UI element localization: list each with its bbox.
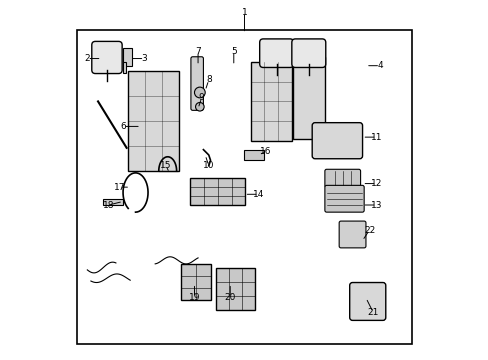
Text: 7: 7 <box>195 47 201 56</box>
Text: 15: 15 <box>160 161 171 170</box>
Text: 22: 22 <box>363 225 374 234</box>
FancyBboxPatch shape <box>349 283 385 320</box>
FancyBboxPatch shape <box>190 57 203 111</box>
Circle shape <box>195 103 203 111</box>
Text: 12: 12 <box>370 179 382 188</box>
Bar <box>190 178 245 205</box>
Text: 13: 13 <box>370 201 382 210</box>
Text: 1: 1 <box>241 8 247 17</box>
Text: 5: 5 <box>230 47 236 56</box>
Text: 4: 4 <box>377 61 382 70</box>
FancyBboxPatch shape <box>259 39 293 67</box>
Text: 20: 20 <box>224 293 235 302</box>
Text: 21: 21 <box>366 308 378 317</box>
Text: 16: 16 <box>260 147 271 156</box>
FancyBboxPatch shape <box>311 123 362 159</box>
Bar <box>216 267 255 310</box>
Text: 6: 6 <box>120 122 126 131</box>
Bar <box>250 62 291 141</box>
Bar <box>292 57 324 139</box>
Bar <box>123 62 125 73</box>
Bar <box>123 48 132 66</box>
Text: 17: 17 <box>114 183 125 192</box>
Bar <box>127 71 179 171</box>
Text: 3: 3 <box>142 54 147 63</box>
FancyBboxPatch shape <box>92 41 122 73</box>
Text: 18: 18 <box>103 201 114 210</box>
Text: 2: 2 <box>84 54 90 63</box>
Bar <box>181 264 211 300</box>
FancyBboxPatch shape <box>324 185 364 212</box>
Bar <box>77 30 411 344</box>
Text: 14: 14 <box>253 190 264 199</box>
Text: 19: 19 <box>188 293 200 302</box>
Text: 9: 9 <box>198 93 204 102</box>
Text: 8: 8 <box>205 76 211 85</box>
Text: 11: 11 <box>370 132 382 141</box>
Circle shape <box>194 87 205 98</box>
Bar <box>244 150 264 160</box>
FancyBboxPatch shape <box>291 39 325 67</box>
Text: 10: 10 <box>203 161 214 170</box>
FancyBboxPatch shape <box>324 169 360 187</box>
Bar <box>103 199 123 205</box>
FancyBboxPatch shape <box>339 221 365 248</box>
